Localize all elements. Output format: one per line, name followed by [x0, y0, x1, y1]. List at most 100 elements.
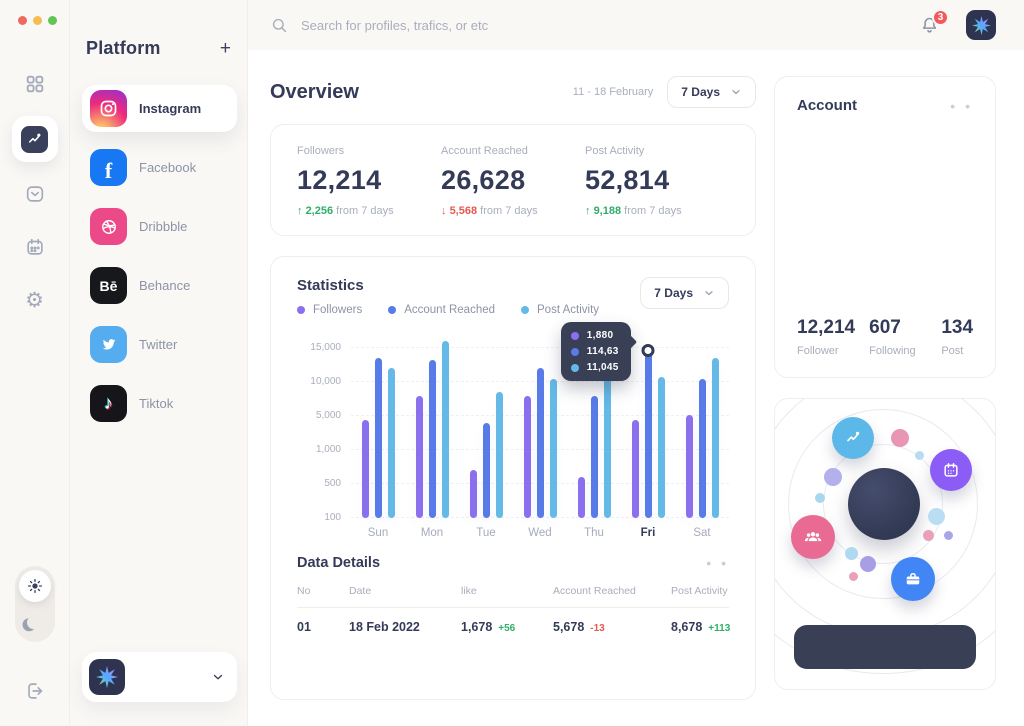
bar-account-reached [641, 344, 655, 518]
bar-group-tue[interactable] [459, 392, 513, 518]
bar-group-sun[interactable] [351, 357, 405, 518]
orbit-dot [824, 468, 842, 486]
calendar-icon[interactable] [22, 234, 48, 260]
chart-day-label: Sun [367, 527, 389, 539]
bar-followers [361, 420, 369, 518]
orbit-dot [815, 493, 825, 503]
platform-title: Platform [86, 38, 161, 58]
platform-item-label: Twitter [139, 337, 178, 352]
bar-group-thu[interactable] [567, 344, 621, 518]
platform-item-label: Behance [139, 278, 191, 293]
dashboard-grid-icon[interactable] [22, 71, 48, 97]
behance-icon: Bē [90, 267, 127, 304]
workspace-switcher[interactable] [82, 652, 237, 702]
y-axis-tick: 10,000 [310, 376, 341, 387]
table-header: No Date like Account Reached Post Activi… [297, 585, 729, 608]
chart-day-label: Mon [420, 527, 444, 539]
light-mode-sun-icon[interactable] [18, 570, 51, 602]
app-logo-icon [89, 659, 125, 695]
topbar: 3 [248, 0, 1024, 50]
sidebar-item-twitter[interactable]: Twitter [82, 321, 237, 368]
orbit-promo-card [774, 398, 996, 690]
bar-post-activity [657, 376, 665, 518]
bar-group-mon[interactable] [405, 341, 459, 518]
page-title: Overview [270, 80, 359, 103]
cell-no: 01 [297, 620, 311, 634]
inbox-icon[interactable] [22, 181, 48, 207]
orbit-dot [928, 508, 945, 525]
summary-account-reached: Account Reached 26,628 ↓ 5,568 from 7 da… [441, 145, 585, 217]
legend-account-reached: Account Reached [388, 304, 495, 316]
cell-like: 1,678 +56 [461, 620, 516, 634]
sidebar-item-dribbble[interactable]: Dribbble [82, 203, 237, 250]
chart-day-label: Wed [528, 527, 552, 539]
orbit-dot [915, 451, 924, 460]
bar-account-reached [482, 422, 490, 518]
bar-account-reached [374, 357, 382, 518]
statistics-period-select[interactable]: 7 Days [640, 277, 729, 309]
orbit-center-circle [848, 468, 920, 540]
add-platform-button[interactable]: + [219, 38, 231, 59]
bar-post-activity [711, 358, 719, 518]
account-post-stat: 134 Post [941, 317, 974, 357]
bar-group-sat[interactable] [675, 358, 729, 518]
chart-legend: Followers Account Reached Post Activity [297, 304, 599, 316]
chevron-down-icon [703, 287, 715, 299]
overview-period-select[interactable]: 7 Days [667, 76, 756, 108]
notification-badge: 3 [932, 8, 949, 26]
bar-followers [631, 420, 639, 518]
analytics-nav-active[interactable] [11, 116, 58, 162]
profile-avatar[interactable] [966, 10, 996, 40]
search-input[interactable] [301, 17, 621, 33]
orbit-calendar-icon [930, 449, 972, 491]
chart-day-label: Sat [693, 527, 711, 539]
table-row[interactable]: 01 18 Feb 2022 1,678 +56 5,678 -13 8,678 +1… [297, 608, 730, 634]
sidebar-item-facebook[interactable]: f Facebook [82, 144, 237, 191]
account-card: Account • • 12,214 Follower 607 Followin… [774, 76, 996, 378]
sidebar-item-behance[interactable]: Bē Behance [82, 262, 237, 309]
y-axis-tick: 1,000 [315, 444, 341, 455]
minimize-window-button[interactable] [33, 16, 42, 25]
statistics-title: Statistics [297, 277, 364, 294]
orbit-cta-button[interactable] [794, 625, 976, 669]
theme-toggle[interactable] [14, 566, 55, 642]
y-axis-tick: 500 [324, 478, 341, 489]
logout-icon[interactable] [22, 678, 48, 704]
notifications-button[interactable]: 3 [919, 8, 949, 36]
platform-list: Instagram f Facebook Dribbble Bē [82, 85, 237, 427]
bar-account-reached [590, 395, 598, 518]
sidebar-item-tiktok[interactable]: ♪ Tiktok [82, 380, 237, 427]
summary-card: Followers 12,214 ↑ 2,256 from 7 days Acc… [270, 124, 756, 236]
analytics-icon [21, 125, 48, 153]
data-details-menu-icon[interactable]: • • [706, 555, 729, 571]
bar-post-activity [441, 341, 449, 518]
bar-account-reached [536, 368, 544, 518]
account-following-stat: 607 Following [869, 317, 916, 357]
chart-plot: 1,880 114,63 11,045 100 500 1,000 5,000 10,0… [310, 322, 729, 523]
chevron-down-icon [730, 86, 742, 98]
account-reached-value: 26,628 [441, 165, 526, 195]
y-axis-tick: 100 [324, 512, 341, 523]
statistics-card: Statistics Followers Account Reached Pos… [270, 256, 756, 700]
chart-days: Sun Mon Tue Wed Thu Fri Sat [351, 527, 729, 539]
dribbble-icon [90, 208, 127, 245]
orbit-dot [845, 547, 858, 560]
sidebar-item-instagram[interactable]: Instagram [82, 85, 237, 132]
y-axis-tick: 5,000 [315, 410, 341, 421]
cell-date: 18 Feb 2022 [349, 620, 420, 634]
bar-group-wed[interactable] [513, 368, 567, 518]
account-menu-icon[interactable]: • • [950, 97, 973, 114]
dark-mode-moon-icon[interactable] [19, 606, 51, 638]
maximize-window-button[interactable] [48, 16, 57, 25]
close-window-button[interactable] [18, 16, 27, 25]
bar-group-fri[interactable] [621, 344, 675, 518]
orbit-users-icon [791, 515, 835, 559]
date-range-label: 11 - 18 February [572, 86, 654, 98]
search-bar[interactable] [270, 16, 919, 35]
account-title: Account [797, 97, 857, 114]
chart-day-label: Fri [640, 527, 656, 539]
window-controls[interactable] [18, 16, 57, 25]
settings-gear-icon[interactable]: ⚙ [25, 288, 44, 312]
platform-item-label: Facebook [139, 160, 197, 175]
